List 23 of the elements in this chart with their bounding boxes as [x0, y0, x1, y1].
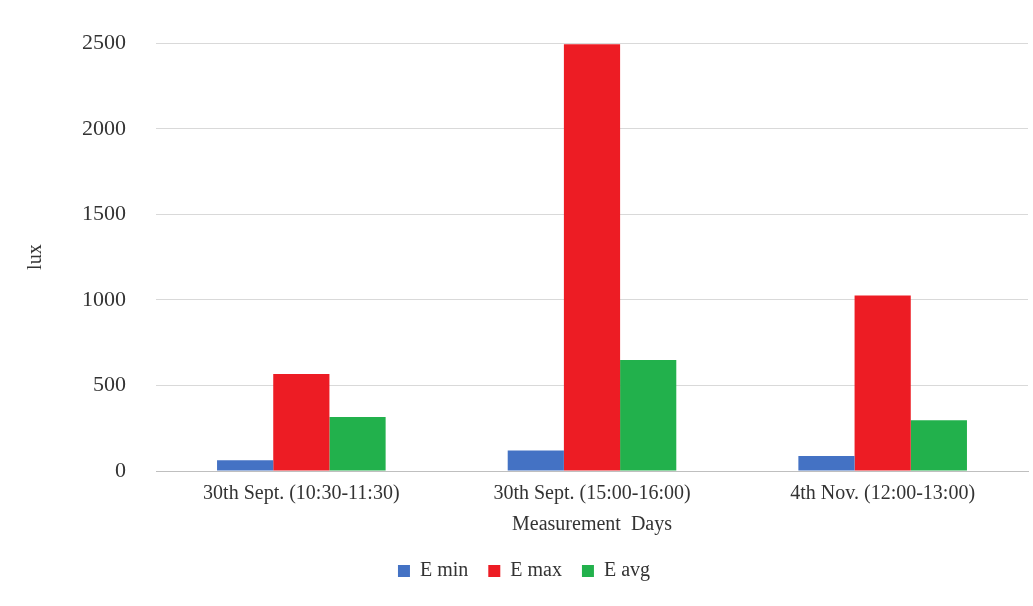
bar	[910, 420, 967, 471]
y-axis-title: lux	[23, 244, 46, 270]
x-tick-label: 30th Sept. (15:00-16:00)	[493, 481, 691, 505]
legend-label: E max	[510, 558, 562, 581]
x-tick-label: 30th Sept. (10:30-11:30)	[203, 481, 400, 505]
x-tick-label: 4th Nov. (12:00-13:00)	[790, 481, 976, 505]
bar	[620, 359, 677, 471]
legend-label: E avg	[603, 558, 651, 582]
bar	[217, 460, 274, 471]
bar	[798, 455, 855, 471]
y-tick-label: 2500	[82, 28, 126, 54]
y-tick-label: 0	[115, 456, 126, 482]
legend-label: E min	[419, 558, 469, 581]
bar	[329, 417, 386, 471]
y-tick-label: 1000	[82, 285, 126, 311]
bar	[563, 44, 621, 471]
x-axis-title: Measurement Days	[512, 512, 673, 536]
bar	[507, 450, 564, 471]
y-tick-label: 500	[93, 371, 126, 397]
y-tick-label: 1500	[82, 200, 126, 226]
y-tick-label: 2000	[82, 114, 126, 140]
bar	[273, 373, 330, 471]
bar	[854, 295, 911, 471]
